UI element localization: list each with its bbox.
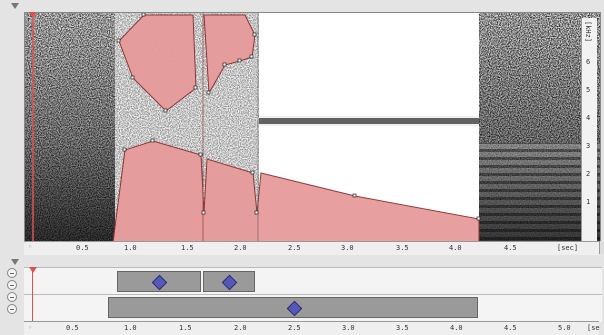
- track-option-button[interactable]: [7, 304, 17, 314]
- track-area[interactable]: [24, 267, 602, 322]
- time-unit-label: [sec]: [557, 244, 579, 252]
- time-tick: 5.0: [558, 324, 571, 332]
- freq-tick: 2: [586, 170, 591, 178]
- time-tick: 2.0: [234, 244, 247, 252]
- spectrogram-view[interactable]: [24, 12, 601, 243]
- freq-tick: 6: [586, 58, 591, 66]
- freq-tick: 1: [586, 198, 591, 206]
- tone-line: [259, 118, 479, 124]
- cursor-marker-icon[interactable]: ◦: [28, 243, 33, 251]
- time-tick: 2.0: [234, 324, 247, 332]
- time-axis-bottom: ◦ 0.5 1.0 1.5 2.0 2.5 3.0 3.5 4.0 4.5 5.…: [24, 321, 600, 335]
- track-cursor[interactable]: [32, 268, 33, 322]
- time-tick: 2.5: [288, 244, 301, 252]
- spectrogram-canvas: [25, 13, 600, 242]
- selection-shape-upper-right[interactable]: [203, 14, 256, 95]
- time-tick: 0.5: [66, 324, 79, 332]
- time-tick: 1.0: [124, 324, 137, 332]
- time-unit-label: [se: [587, 324, 600, 332]
- freq-tick: 4: [586, 114, 591, 122]
- track-option-button[interactable]: [7, 292, 17, 302]
- time-tick: 3.5: [396, 244, 409, 252]
- spectro-cursor-head[interactable]: [29, 12, 37, 18]
- track-option-button[interactable]: [7, 268, 17, 278]
- cursor-marker-icon[interactable]: ◦: [28, 324, 33, 332]
- time-tick: 2.5: [288, 324, 301, 332]
- time-tick: 3.0: [342, 324, 355, 332]
- freq-tick: 5: [586, 86, 591, 94]
- time-axis-top: 0.5 1.0 1.5 2.0 2.5 3.0 3.5 4.0 4.5 [sec…: [24, 241, 599, 255]
- shape-control-points[interactable]: [116, 13, 481, 221]
- time-tick: 3.5: [396, 324, 409, 332]
- freq-unit-label: [kHz]: [584, 21, 592, 43]
- time-tick: 1.5: [181, 244, 194, 252]
- track-cursor-head[interactable]: [29, 267, 37, 273]
- time-tick: 4.0: [450, 324, 463, 332]
- time-tick: 4.5: [504, 324, 517, 332]
- time-tick: 1.0: [124, 244, 137, 252]
- time-tick: 1.5: [179, 324, 192, 332]
- frequency-axis: [kHz] 6 5 4 3 2 1: [581, 18, 597, 243]
- freq-tick: 3: [586, 142, 591, 150]
- tracks-collapse-icon[interactable]: [11, 259, 19, 265]
- track-option-button[interactable]: [7, 280, 17, 290]
- panel-collapse-icon[interactable]: [11, 3, 19, 9]
- time-tick: 4.5: [504, 244, 517, 252]
- time-tick: 4.0: [449, 244, 462, 252]
- scroll-right-button[interactable]: [599, 241, 604, 254]
- time-tick: 0.5: [76, 244, 89, 252]
- time-tick: 3.0: [341, 244, 354, 252]
